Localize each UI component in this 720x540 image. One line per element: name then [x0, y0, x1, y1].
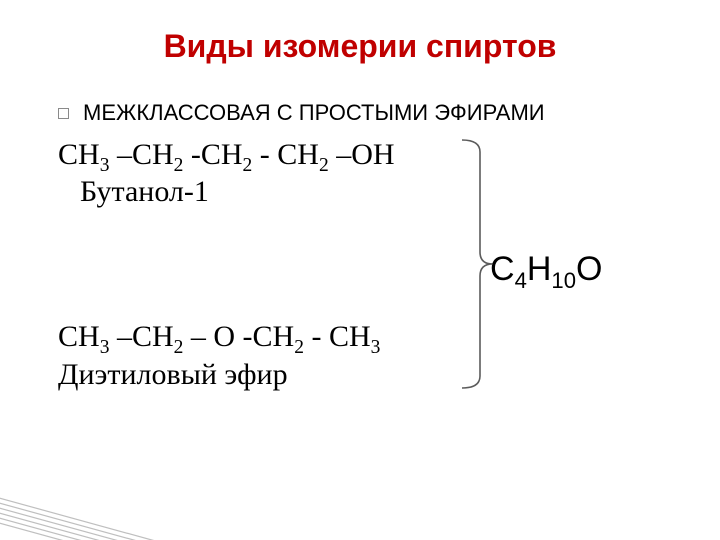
bullet-row: МЕЖКЛАССОВАЯ С ПРОСТЫМИ ЭФИРАМИ — [58, 100, 545, 126]
compound1-formula: CH3 –CH2 -CH2 - CH2 –OH — [58, 138, 395, 172]
square-bullet-icon — [58, 108, 69, 119]
compound2-formula: CH3 –CH2 – O -CH2 - CH3 — [58, 320, 380, 354]
molecular-formula: C4H10O — [490, 250, 602, 289]
corner-decoration-icon — [0, 450, 200, 540]
curly-bracket-icon — [0, 0, 720, 540]
slide: Виды изомерии спиртов МЕЖКЛАССОВАЯ С ПРО… — [0, 0, 720, 540]
bullet-text: МЕЖКЛАССОВАЯ С ПРОСТЫМИ ЭФИРАМИ — [83, 100, 545, 126]
slide-title: Виды изомерии спиртов — [0, 28, 720, 65]
compound1-name: Бутанол-1 — [80, 175, 209, 209]
compound2-name: Диэтиловый эфир — [58, 358, 288, 392]
